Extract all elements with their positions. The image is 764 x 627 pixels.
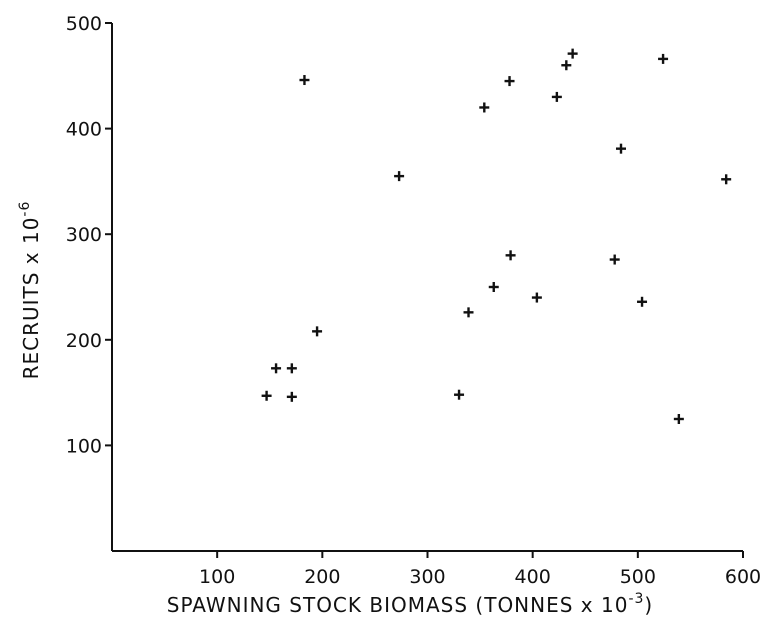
data-point — [658, 53, 669, 64]
data-point — [454, 389, 465, 400]
x-tick-label: 100 — [199, 566, 235, 588]
y-tick-label: 300 — [66, 224, 102, 246]
data-point — [394, 171, 405, 182]
data-point — [504, 76, 515, 87]
y-axis-title: RECRUITS x 10-6 — [17, 201, 43, 380]
data-point — [721, 174, 732, 185]
x-tick-label: 500 — [620, 566, 656, 588]
data-point — [567, 48, 578, 59]
data-point — [505, 250, 516, 261]
data-point — [299, 75, 310, 86]
x-tick-label: 400 — [515, 566, 551, 588]
x-tick-label: 300 — [409, 566, 445, 588]
x-axis-title-superscript: -3 — [628, 591, 644, 607]
data-point — [551, 91, 562, 102]
data-point — [609, 254, 620, 265]
x-tick-label: 600 — [725, 566, 761, 588]
data-point — [286, 391, 297, 402]
data-points — [261, 48, 732, 424]
data-point — [463, 307, 474, 318]
data-point — [488, 282, 499, 292]
data-point — [312, 326, 323, 337]
data-point — [616, 143, 627, 154]
x-axis-title: SPAWNING STOCK BIOMASS (TONNES x 10-3) — [167, 591, 653, 617]
plot-area — [111, 23, 743, 552]
data-point — [673, 414, 684, 424]
y-axis-ticks: 100 200 300 400 500 — [66, 13, 112, 457]
y-axis-title-main: RECRUITS x 10 — [19, 217, 43, 380]
y-axis-title-superscript: -6 — [17, 201, 33, 217]
data-point — [531, 292, 542, 303]
data-point — [286, 363, 297, 374]
x-tick-label: 200 — [304, 566, 340, 588]
data-point — [479, 102, 490, 113]
y-tick-label: 100 — [66, 435, 102, 457]
y-tick-label: 200 — [66, 330, 102, 352]
y-tick-label: 400 — [66, 119, 102, 141]
x-axis-title-main: SPAWNING STOCK BIOMASS (TONNES x 10 — [167, 593, 629, 617]
data-point — [271, 363, 282, 374]
x-axis-ticks: 100 200 300 400 500 600 — [199, 551, 761, 588]
y-tick-label: 500 — [66, 13, 102, 35]
data-point — [261, 390, 272, 401]
data-point — [637, 296, 648, 307]
data-point — [561, 60, 572, 71]
x-axis-title-end: ) — [644, 593, 653, 617]
